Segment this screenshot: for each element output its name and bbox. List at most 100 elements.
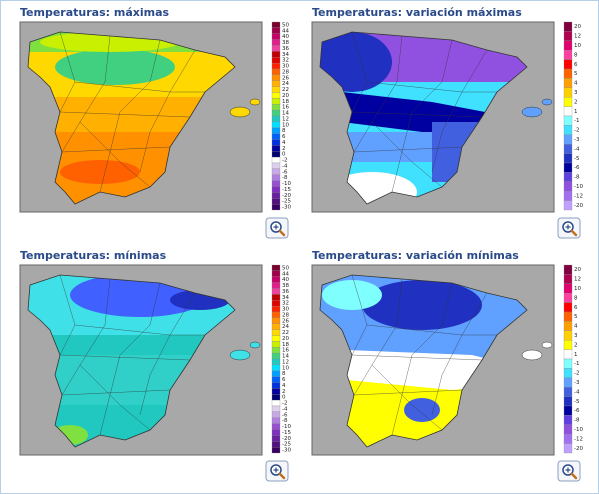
- legend-swatch: [271, 98, 281, 105]
- legend-label: 20: [282, 336, 289, 342]
- legend-swatch: [563, 181, 573, 192]
- legend-label: 20: [574, 267, 581, 273]
- legend-swatch: [271, 376, 281, 383]
- legend-swatch: [271, 282, 281, 289]
- legend-label: 32: [282, 58, 289, 64]
- legend-swatch: [563, 200, 573, 211]
- magnifier-handle: [570, 472, 578, 480]
- legend-swatch: [271, 388, 281, 395]
- legend-label: -6: [574, 165, 580, 171]
- legend-label: 40: [282, 34, 289, 40]
- legend-swatch: [563, 405, 573, 416]
- map: [19, 264, 263, 456]
- legend-swatch: [271, 370, 281, 377]
- legend-label: -20: [574, 203, 583, 209]
- zoom-button[interactable]: [557, 217, 581, 239]
- legend-swatch: [271, 86, 281, 93]
- legend-label: 2: [574, 99, 578, 105]
- panel-title: Temperaturas: mínimas: [20, 249, 167, 262]
- magnifier-handle: [278, 472, 286, 480]
- legend-label: -30: [282, 448, 291, 454]
- map: [19, 21, 263, 213]
- legend-swatch: [563, 68, 573, 79]
- legend-label: -5: [574, 156, 580, 162]
- zoom-button[interactable]: [557, 460, 581, 482]
- magnifier-handle: [278, 229, 286, 237]
- legend-label: -4: [574, 146, 580, 152]
- legend-label: -2: [574, 371, 579, 377]
- panel-title: Temperaturas: variación mínimas: [312, 249, 519, 262]
- legend-label: 38: [282, 40, 289, 46]
- legend-swatch: [563, 377, 573, 388]
- legend-swatch: [271, 62, 281, 70]
- legend-swatch: [563, 358, 573, 369]
- legend-swatch: [271, 186, 281, 193]
- legend-label: 8: [282, 371, 286, 377]
- legend-label: 12: [282, 359, 289, 365]
- legend-swatch: [271, 162, 281, 170]
- legend-swatch: [271, 192, 281, 199]
- zoom-button[interactable]: [265, 460, 289, 482]
- legend-label: 28: [282, 312, 289, 318]
- legend-label: -25: [282, 442, 291, 448]
- legend-label: 3: [574, 333, 578, 339]
- legend-label: -6: [282, 169, 288, 175]
- legend-label: -4: [282, 163, 288, 169]
- legend-swatch: [563, 40, 573, 51]
- legend-swatch: [563, 283, 573, 294]
- legend-label: 8: [574, 295, 578, 301]
- legend-swatch: [271, 104, 281, 111]
- legend-swatch: [271, 74, 281, 81]
- legend-swatch: [563, 340, 573, 350]
- legend-swatch: [271, 294, 281, 301]
- legend-label: 0: [282, 395, 286, 401]
- legend-label: -10: [574, 184, 583, 190]
- legend-label: 16: [282, 348, 289, 354]
- panel-title: Temperaturas: variación máximas: [312, 6, 522, 19]
- legend-swatch: [271, 300, 281, 307]
- legend-swatch: [563, 172, 573, 182]
- map: [311, 264, 555, 456]
- legend-label: 12: [282, 116, 289, 122]
- legend-swatch: [271, 109, 281, 117]
- legend-label: -10: [282, 181, 291, 187]
- legend-label: 4: [574, 324, 578, 330]
- legend-swatch: [271, 288, 281, 295]
- legend-swatch: [271, 329, 281, 336]
- legend-label: 1: [574, 352, 578, 358]
- legend-swatch: [271, 276, 281, 283]
- legend-swatch: [563, 97, 573, 107]
- legend-swatch: [271, 335, 281, 342]
- legend-swatch: [271, 264, 281, 272]
- legend-swatch: [271, 441, 281, 448]
- legend-label: -8: [282, 175, 288, 181]
- legend-swatch: [563, 87, 573, 98]
- legend-swatch: [271, 317, 281, 324]
- zoom-button[interactable]: [265, 217, 289, 239]
- legend-label: -5: [574, 399, 580, 405]
- legend-label: -15: [282, 430, 291, 436]
- legend-swatch: [271, 323, 281, 330]
- legend-swatch: [271, 180, 281, 187]
- legend-label: 2: [574, 342, 578, 348]
- legend-label: 26: [282, 75, 289, 81]
- legend-label: 50: [282, 22, 289, 28]
- legend-swatch: [271, 21, 281, 29]
- legend-label: -20: [282, 193, 291, 199]
- legend-swatch: [271, 139, 281, 146]
- legend-label: 24: [282, 81, 289, 87]
- legend-label: 30: [282, 307, 289, 313]
- legend-swatch: [271, 80, 281, 87]
- legend-swatch: [563, 396, 573, 407]
- legend-label: 2: [282, 146, 286, 152]
- legend-swatch: [563, 21, 573, 32]
- legend-swatch: [271, 145, 281, 152]
- legend-label: 20: [574, 24, 581, 30]
- legend-swatch: [563, 144, 573, 154]
- legend-label: -2: [282, 158, 287, 164]
- legend-swatch: [271, 423, 281, 430]
- legend-swatch: [563, 434, 573, 444]
- legend-swatch: [271, 405, 281, 413]
- legend-swatch: [271, 435, 281, 442]
- legend-swatch: [563, 191, 573, 201]
